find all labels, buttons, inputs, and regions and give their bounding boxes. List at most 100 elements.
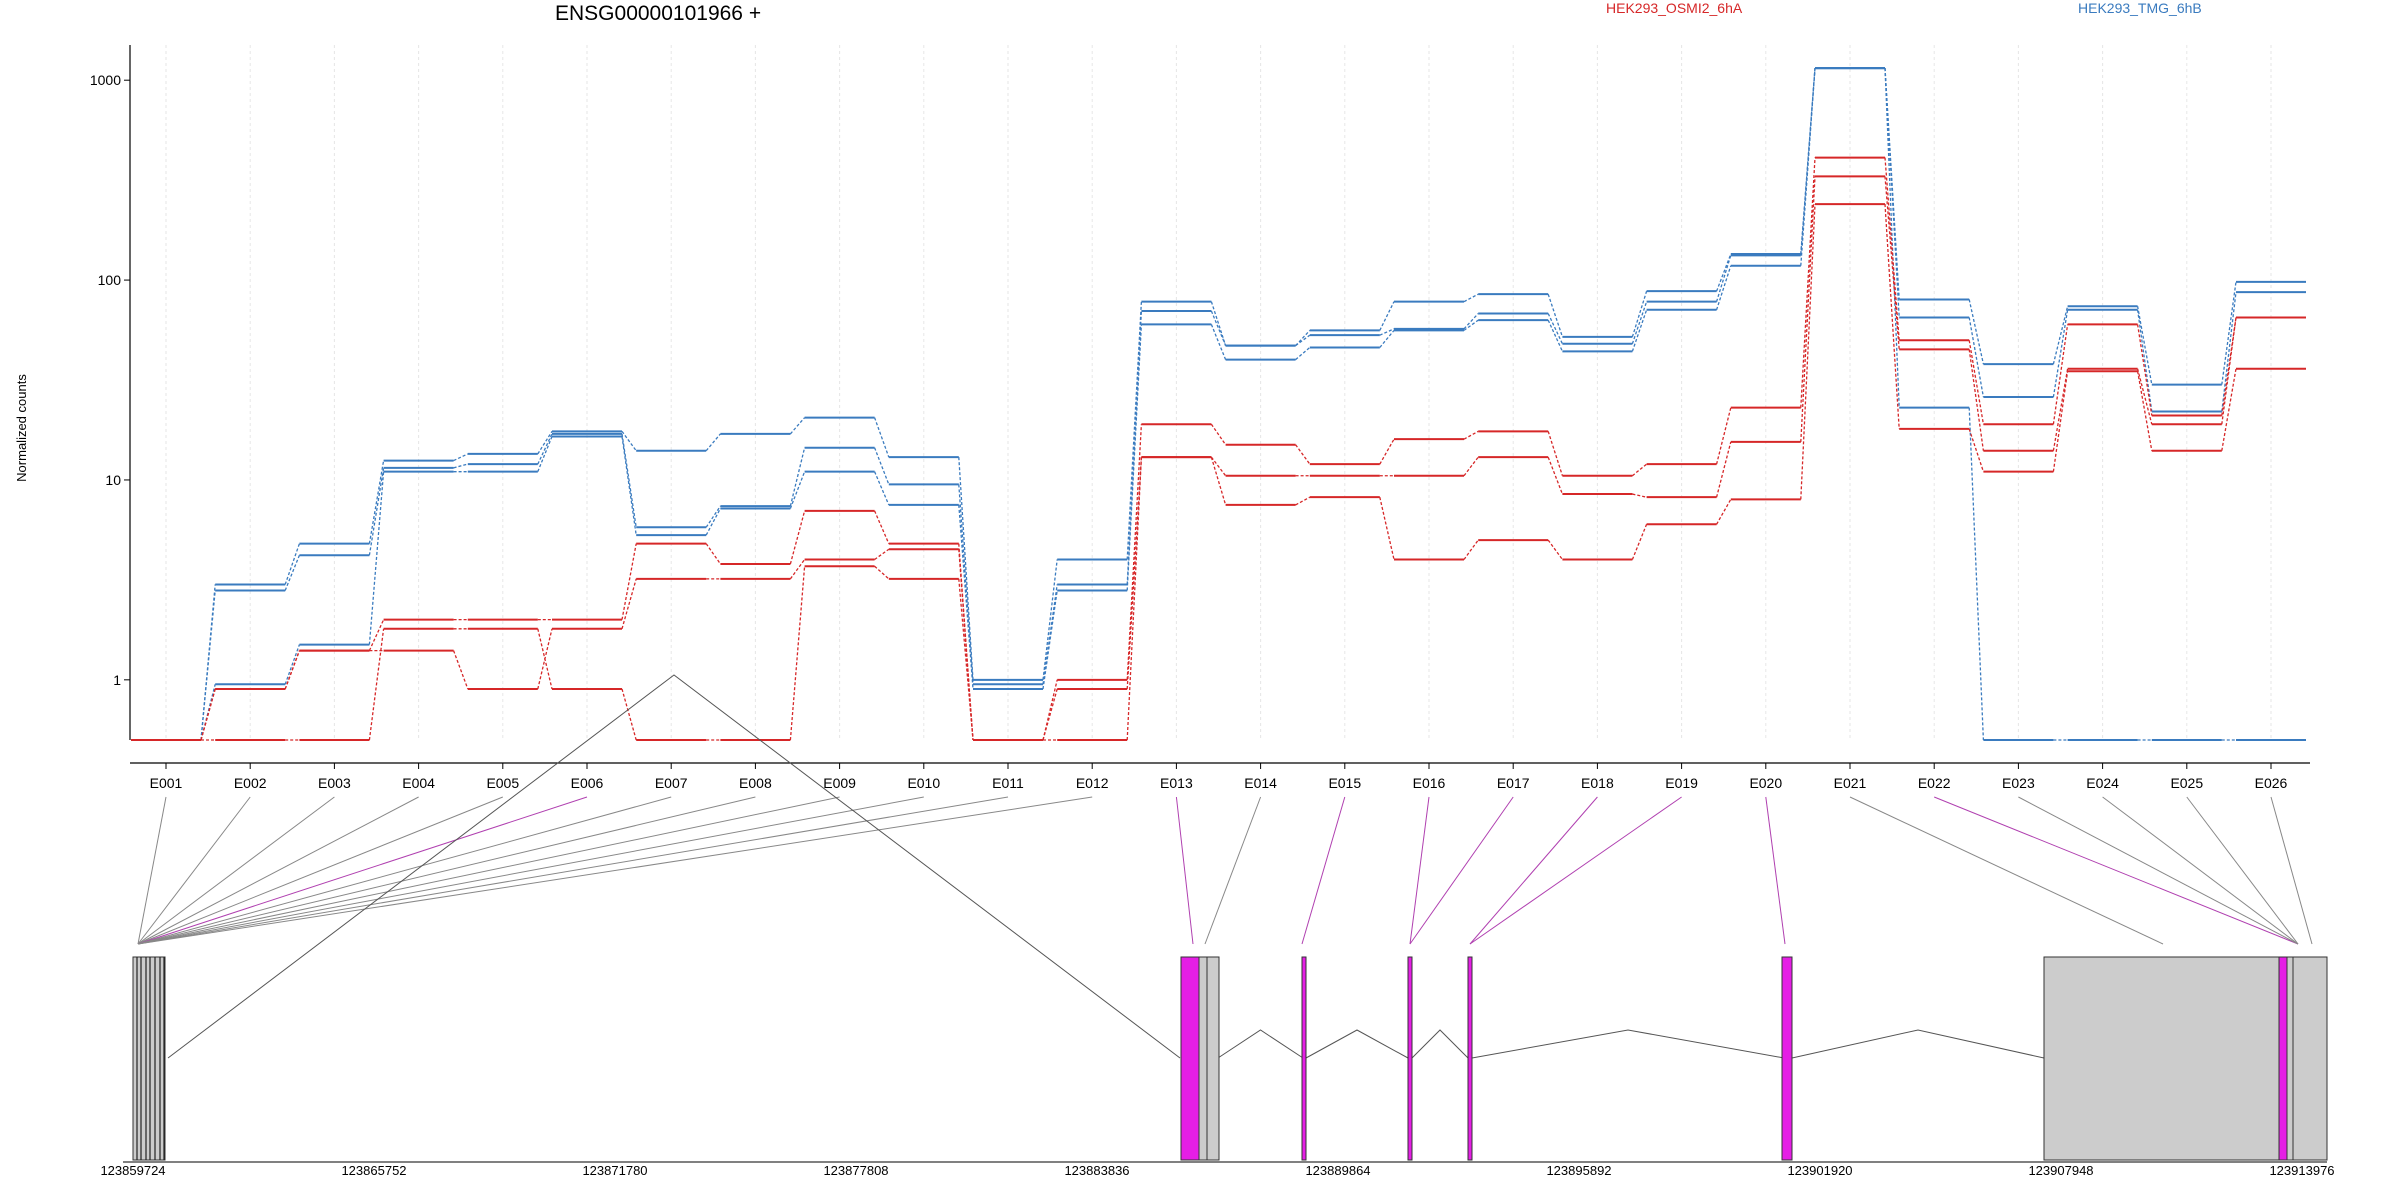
- coordinate-label-10: 123913976: [2269, 1163, 2334, 1178]
- x-tick-label-E023: E023: [2002, 775, 2035, 791]
- exon-block-2: [1180, 956, 1200, 1161]
- series-4-step-E018: [1631, 463, 1648, 477]
- series-1-step-E015: [1379, 301, 1395, 331]
- coordinate-label-8: 123901920: [1787, 1163, 1852, 1178]
- coordinate-label-3: 123871780: [582, 1163, 647, 1178]
- x-tick-label-E013: E013: [1160, 775, 1193, 791]
- series-1-step-E003: [368, 460, 385, 544]
- exon-block-12: [2292, 956, 2328, 1161]
- series-5-step-E019: [1715, 441, 1732, 498]
- coordinate-label-6: 123889864: [1305, 1163, 1370, 1178]
- series-6-step-E019: [1716, 499, 1732, 525]
- connector-E004: [137, 796, 419, 945]
- connector-E013: [1175, 796, 1194, 945]
- coordinate-label-7: 123895892: [1546, 1163, 1611, 1178]
- legend-tmg: HEK293_TMG_6hB: [2078, 0, 2202, 16]
- series-1: [131, 67, 2306, 741]
- series-6-step-E003: [368, 628, 385, 741]
- connector-E014: [1204, 796, 1262, 945]
- series-5-step-E022: [1968, 349, 1985, 451]
- series-6-step-E021: [1884, 204, 1900, 429]
- connector-E002: [137, 796, 251, 945]
- series-6-step-E017: [1547, 539, 1563, 560]
- series-3-step-E013: [1210, 324, 1227, 360]
- series-2-step-E016: [1463, 313, 1479, 330]
- series-1-step-E002: [284, 543, 301, 585]
- connector-E008: [137, 796, 756, 945]
- y-tick-label-10: 10: [105, 472, 121, 488]
- x-tick-label-E001: E001: [150, 775, 183, 791]
- series-5-step-E009: [874, 548, 890, 561]
- series-2-step-E017: [1547, 313, 1563, 345]
- x-tick-label-E010: E010: [907, 775, 940, 791]
- series-3-step-E001: [200, 684, 216, 741]
- x-tick-label-E016: E016: [1413, 775, 1446, 791]
- series-3-step-E009: [874, 471, 890, 506]
- series-3-step-E007: [705, 508, 721, 536]
- series-2-step-E007: [705, 505, 721, 528]
- connector-E022: [1934, 796, 2299, 945]
- connector-E015: [1301, 796, 1346, 945]
- series-1-step-E008: [789, 417, 806, 435]
- series-5-step-E020: [1800, 176, 1816, 442]
- series-2-step-E003: [368, 467, 385, 556]
- connector-E005: [137, 796, 503, 945]
- exon-block-4: [1206, 956, 1220, 1161]
- series-4-step-E008: [789, 510, 806, 565]
- series-6: [131, 203, 2306, 741]
- series-4-step-E015: [1379, 438, 1395, 465]
- x-tick-label-E026: E026: [2255, 775, 2288, 791]
- series-6-step-E024: [2136, 371, 2153, 451]
- series-6-step-E005: [537, 628, 553, 690]
- series-5-step-E010: [958, 549, 974, 741]
- series-2-step-E025: [2221, 292, 2237, 412]
- connector-E010: [137, 796, 924, 945]
- series-1-step-E019: [1715, 253, 1732, 292]
- x-tick-label-E011: E011: [992, 775, 1024, 791]
- connector-E018: [1469, 796, 1598, 945]
- connector-E009: [137, 796, 840, 945]
- connector-E011: [137, 796, 1009, 945]
- connector-E024: [2102, 796, 2299, 945]
- connector-E012: [137, 796, 1093, 945]
- connector-E016: [1409, 796, 1430, 945]
- series-2-step-E004: [453, 463, 468, 469]
- x-tick-label-E014: E014: [1244, 775, 1277, 791]
- series-1-step-E009: [873, 417, 890, 458]
- series-5-step-E018: [1632, 493, 1647, 498]
- connector-E019: [1469, 796, 1682, 945]
- series-4-step-E011: [1042, 679, 1058, 741]
- series-3-step-E018: [1631, 309, 1648, 352]
- series-3-step-E012: [1126, 324, 1143, 591]
- series-2-step-E001: [200, 590, 216, 741]
- series-2-step-E011: [1042, 584, 1058, 685]
- series-2-step-E018: [1631, 301, 1648, 344]
- series-1-step-E017: [1547, 293, 1564, 338]
- series-4-step-E021: [1884, 157, 1900, 341]
- series-4-step-E020: [1800, 157, 1816, 408]
- series-5: [131, 175, 2306, 741]
- series-6-step-E014: [1295, 496, 1311, 506]
- exon-block-8: [1781, 956, 1793, 1161]
- series-4-step-E022: [1968, 340, 1985, 425]
- series-2-step-E024: [2136, 309, 2153, 412]
- series-6-step-E015: [1379, 497, 1395, 560]
- x-tick-label-E024: E024: [2086, 775, 2119, 791]
- series-3-step-E017: [1547, 319, 1563, 352]
- x-tick-label-E005: E005: [486, 775, 519, 791]
- exon-block-7: [1467, 956, 1473, 1161]
- series-2-step-E006: [621, 433, 637, 528]
- exon-block-3: [1198, 956, 1208, 1161]
- x-tick-label-E022: E022: [1918, 775, 1951, 791]
- series-1-step-E022: [1968, 299, 1985, 365]
- series-3-step-E022: [1968, 407, 1985, 741]
- series-1-step-E007: [705, 433, 721, 452]
- x-tick-label-E008: E008: [739, 775, 772, 791]
- series-2-step-E015: [1379, 328, 1395, 336]
- series-6-step-E012: [1126, 457, 1143, 741]
- connector-E017: [1409, 796, 1514, 945]
- connector-E003: [137, 796, 335, 945]
- series-6-step-E010: [958, 578, 974, 741]
- series-1-step-E014: [1295, 329, 1311, 347]
